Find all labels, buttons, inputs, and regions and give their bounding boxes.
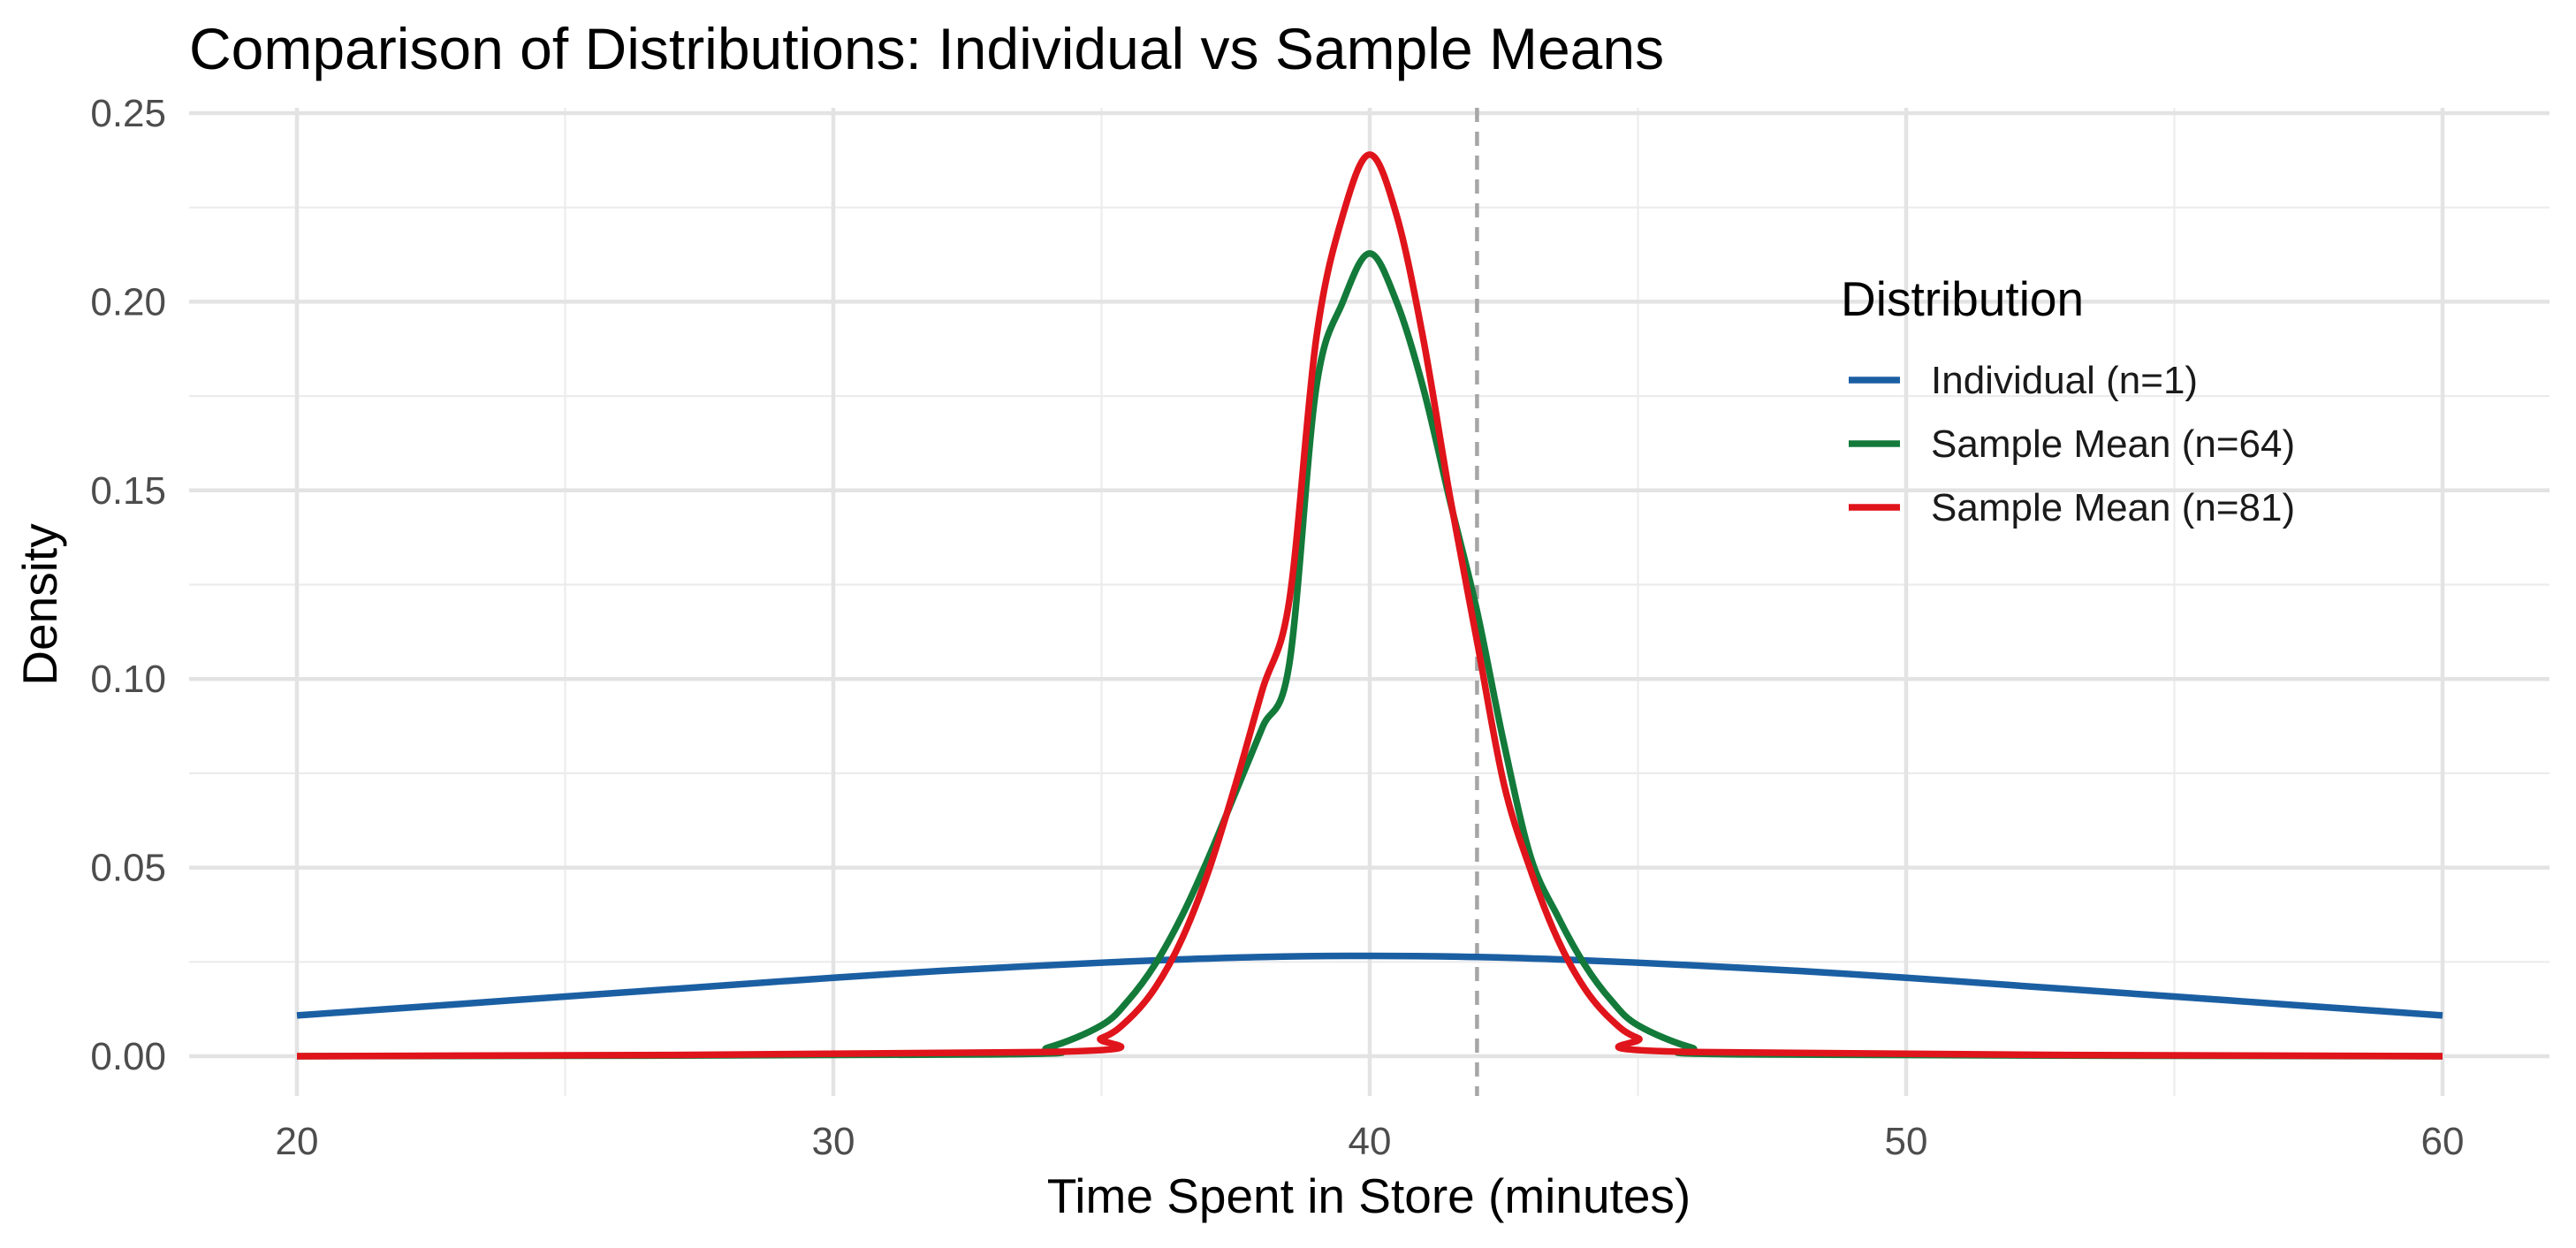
x-tick-label: 20 [276, 1120, 319, 1163]
series-line-3 [296, 151, 2443, 1060]
x-tick-label: 50 [1885, 1120, 1928, 1163]
legend-label: Sample Mean (n=81) [1931, 486, 2295, 529]
legend-label: Sample Mean (n=64) [1931, 422, 2295, 466]
y-tick-label: 0.20 [90, 280, 166, 323]
y-axis-label: Density [12, 523, 67, 686]
y-tick-label: 0.10 [90, 658, 166, 701]
y-axis-ticks: 0.00 0.05 0.10 0.15 0.20 0.25 [90, 92, 166, 1078]
y-tick-label: 0.05 [90, 847, 166, 890]
x-axis-label: Time Spent in Store (minutes) [1047, 1168, 1691, 1223]
legend-label: Individual (n=1) [1931, 359, 2198, 402]
x-tick-label: 30 [812, 1120, 855, 1163]
x-axis-ticks: 20 30 40 50 60 [276, 1120, 2465, 1163]
series-line-2 [296, 250, 2443, 1060]
legend: Distribution Individual (n=1) Sample Mean… [1841, 271, 2295, 529]
series-group [296, 151, 2443, 1060]
chart-title: Comparison of Distributions: Individual … [189, 16, 1664, 81]
legend-title: Distribution [1841, 271, 2084, 326]
grid [189, 108, 2549, 1096]
x-tick-label: 40 [1349, 1120, 1392, 1163]
y-tick-label: 0.00 [90, 1035, 166, 1078]
y-tick-label: 0.25 [90, 92, 166, 135]
x-tick-label: 60 [2421, 1120, 2465, 1163]
series-line-1 [296, 952, 2443, 1019]
y-tick-label: 0.15 [90, 469, 166, 513]
